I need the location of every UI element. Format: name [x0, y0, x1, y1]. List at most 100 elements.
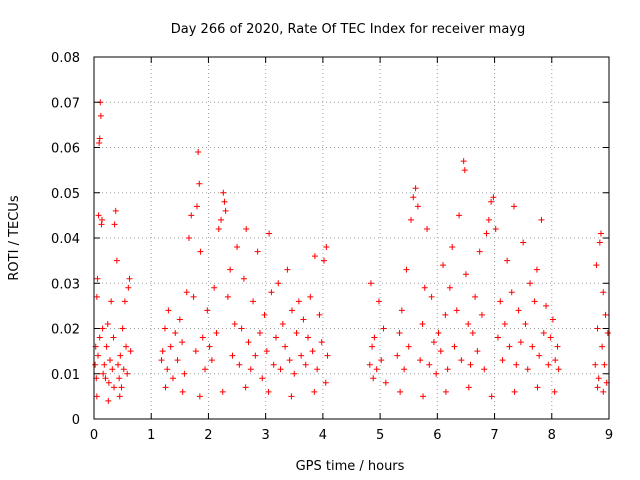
data-point — [196, 180, 203, 187]
data-point — [517, 339, 524, 346]
data-point — [162, 384, 169, 391]
data-point — [543, 302, 550, 309]
data-point — [520, 239, 527, 246]
data-point — [227, 266, 234, 273]
y-tick-label: 0.08 — [51, 51, 80, 66]
data-point — [453, 307, 460, 314]
data-point — [474, 348, 481, 355]
data-point — [531, 298, 538, 305]
data-point — [322, 379, 329, 386]
data-point — [602, 311, 609, 318]
data-point — [527, 280, 534, 287]
data-point — [183, 289, 190, 296]
data-point — [282, 343, 289, 350]
data-point — [524, 366, 531, 373]
data-point — [461, 167, 468, 174]
data-point — [414, 203, 421, 210]
data-point — [488, 393, 495, 400]
data-point — [506, 343, 513, 350]
data-point — [370, 375, 377, 382]
plot-frame — [93, 56, 610, 420]
data-point — [218, 216, 225, 223]
data-point — [465, 384, 472, 391]
data-point — [545, 361, 552, 368]
data-point — [254, 248, 261, 255]
data-point — [594, 325, 601, 332]
data-point — [202, 366, 209, 373]
data-point — [124, 370, 131, 377]
x-tick-label: 6 — [433, 428, 441, 443]
y-axis-label: ROTI / TECUs — [7, 195, 22, 280]
data-point — [410, 194, 417, 201]
data-point — [181, 370, 188, 377]
data-point — [240, 275, 247, 282]
data-point — [206, 343, 213, 350]
data-point — [112, 207, 119, 214]
data-point — [105, 379, 112, 386]
data-point — [95, 212, 102, 219]
data-point — [92, 361, 99, 368]
data-point — [314, 366, 321, 373]
data-point — [421, 284, 428, 291]
data-point — [277, 366, 284, 373]
axis-ticks — [93, 56, 610, 420]
data-point — [599, 343, 606, 350]
data-point — [93, 293, 100, 300]
data-point — [555, 366, 562, 373]
data-point — [433, 370, 440, 377]
data-point — [508, 289, 515, 296]
y-tick-label: 0.03 — [51, 277, 80, 292]
data-point — [593, 262, 600, 269]
x-tick-label: 0 — [90, 428, 98, 443]
data-point — [208, 357, 215, 364]
data-point — [321, 257, 328, 264]
data-point — [424, 225, 431, 232]
data-point — [401, 366, 408, 373]
data-point — [116, 393, 123, 400]
data-point — [185, 235, 192, 241]
data-point — [286, 357, 293, 364]
data-point — [219, 388, 226, 395]
data-point — [446, 284, 453, 291]
x-tick-label: 2 — [204, 428, 212, 443]
data-point — [126, 275, 133, 282]
data-point — [252, 352, 259, 359]
data-point — [109, 366, 116, 373]
data-point — [462, 271, 469, 278]
data-point — [272, 334, 279, 341]
data-point — [305, 334, 312, 341]
data-point — [405, 343, 412, 350]
data-point — [467, 361, 474, 368]
data-point — [419, 320, 426, 327]
data-point — [250, 298, 257, 305]
data-point — [444, 366, 451, 373]
x-tick-label: 5 — [376, 428, 384, 443]
data-point — [95, 352, 102, 359]
data-point — [311, 253, 318, 260]
data-point — [538, 216, 545, 223]
data-point — [311, 388, 318, 395]
tick-labels: 0 1 2 3 4 5 6 7 8 9 0 0.01 0.02 0.03 0.04 0.05 0.06 0.07 0… — [51, 51, 613, 443]
data-point — [176, 316, 183, 323]
data-point — [596, 239, 603, 246]
data-point — [295, 298, 302, 305]
data-point — [600, 289, 607, 296]
x-tick-label: 7 — [490, 428, 498, 443]
data-point — [222, 207, 229, 214]
data-point — [488, 198, 495, 205]
data-point — [268, 289, 275, 296]
data-point — [211, 284, 218, 291]
data-point — [96, 135, 103, 142]
data-point — [366, 361, 373, 368]
y-tick-label: 0.07 — [51, 96, 80, 111]
data-point — [540, 330, 547, 337]
data-point — [192, 348, 199, 355]
data-point — [380, 325, 387, 332]
data-point — [472, 293, 479, 300]
data-point — [449, 244, 456, 251]
data-point — [595, 375, 602, 382]
data-point — [456, 212, 463, 219]
y-tick-label: 0.02 — [51, 323, 80, 338]
data-point — [369, 343, 376, 350]
data-point — [215, 225, 222, 232]
